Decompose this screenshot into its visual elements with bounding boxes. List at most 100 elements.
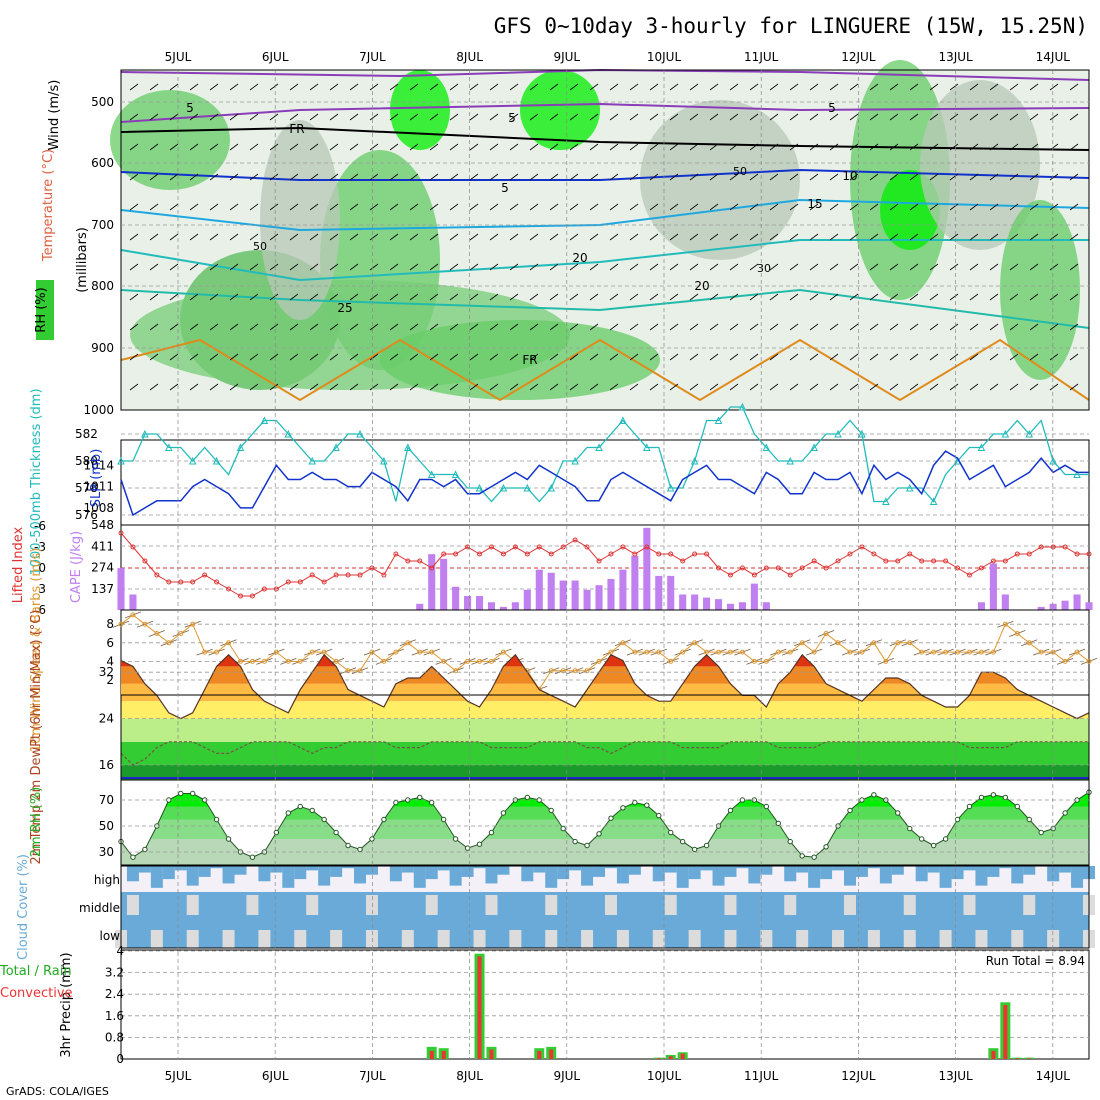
precip-tick: 1.6 (105, 1009, 124, 1023)
wind-barb (749, 203, 759, 211)
cloud-high-cell (1023, 866, 1036, 875)
lifted-point (668, 551, 674, 557)
wind-barb (369, 263, 379, 271)
wind-barb (369, 323, 379, 331)
cloud-low-gap (832, 930, 845, 948)
temp-band (121, 718, 1089, 742)
lifted-point (1038, 544, 1044, 550)
cape-tick: 411 (91, 539, 114, 553)
wind-barb (809, 203, 819, 211)
wind-barb (149, 323, 159, 331)
pressure-tick: 500 (91, 95, 114, 109)
wind-barb (629, 83, 639, 91)
cloud-low-gap (796, 930, 809, 948)
vertical-gridlines (177, 70, 1054, 1059)
temperature-axis-label: Temperature (°C) (41, 149, 56, 262)
wind-barb (689, 233, 699, 241)
wind-barb (529, 293, 539, 301)
thickness-point (619, 416, 627, 424)
wind-barb (549, 113, 559, 121)
wind-barb (329, 353, 339, 361)
run-total-label: Run Total = 8.94 (986, 954, 1085, 968)
pressure-tick: 800 (91, 279, 114, 293)
wind-barb (569, 323, 579, 331)
wind-point (680, 649, 686, 655)
wind-barb (349, 353, 359, 361)
wind-tick: 8 (106, 617, 114, 631)
wind-barb (729, 263, 739, 271)
wind-barb (569, 143, 579, 151)
thickness-point (427, 470, 436, 478)
rh-point (190, 790, 196, 797)
wind-barb (969, 233, 979, 241)
wind-barb (729, 113, 739, 121)
thickness-point (308, 456, 317, 465)
wind-barb (409, 263, 419, 271)
wind-barb (469, 203, 479, 211)
cloud-high-cell (569, 866, 582, 871)
cape-bar (117, 568, 125, 610)
wind-barb (849, 143, 859, 151)
cloud-low-gap (186, 930, 199, 948)
rh-point (273, 829, 280, 836)
wind-barb (569, 263, 579, 271)
rh-point (954, 816, 961, 823)
cloud-low-gap (222, 930, 235, 948)
wind-barb (249, 293, 259, 301)
thickness-point (475, 483, 484, 492)
cape-bar (989, 563, 997, 610)
wind-barb (949, 353, 959, 361)
wind-barb (669, 203, 679, 211)
wind-barb (1069, 83, 1079, 91)
cloud-high-cell (449, 866, 462, 886)
cloud-mid-gap (843, 895, 856, 915)
wind-barb (889, 203, 899, 211)
wind-barb (589, 83, 599, 91)
wind-barb (489, 233, 499, 241)
wind-barb (509, 263, 519, 271)
lifted-series (120, 532, 1089, 597)
wind-point (429, 649, 435, 655)
wind-point (1038, 649, 1044, 655)
wind-barb (829, 173, 839, 181)
wind-barb (369, 143, 379, 151)
wind-barb (389, 353, 399, 361)
wind-barb (409, 173, 419, 181)
rh-tick: 50 (99, 819, 114, 833)
wind-barb (469, 263, 479, 271)
upper-air-frame (120, 69, 1090, 411)
cape-bar (679, 594, 687, 610)
wind-barb (769, 143, 779, 151)
date-label-top: 10JUL (647, 50, 682, 64)
cloud-high-cell (210, 866, 223, 869)
wind-barb (869, 263, 879, 271)
wind-barb (229, 203, 239, 211)
wind-barb (189, 323, 199, 331)
wind-barb (289, 113, 299, 121)
rh-point (907, 825, 913, 832)
wind-barb (329, 203, 339, 211)
wind-barb (809, 353, 819, 361)
wind-barb (969, 83, 979, 91)
wind-barb (329, 293, 339, 301)
wind-barb (729, 383, 739, 391)
wind-barb (589, 143, 599, 151)
rh-point (787, 838, 793, 845)
wind-barb (989, 383, 999, 391)
wind-barb (1029, 323, 1039, 331)
wind-barb (609, 323, 619, 331)
cloud-high-cell (891, 866, 904, 875)
thickness-point (810, 443, 818, 451)
wind-barb (309, 173, 319, 181)
wind-barb (749, 383, 759, 391)
wind-barb (849, 293, 859, 301)
wind-point (931, 649, 937, 655)
wind-barb (509, 233, 519, 241)
wind-barb (389, 83, 399, 91)
wind-barb (569, 173, 579, 181)
cloud-high-cell (354, 866, 367, 884)
wind-barb (369, 353, 379, 361)
date-label-bottom: 6JUL (262, 1069, 289, 1083)
lifted-point (393, 551, 399, 557)
temp-tick: 24 (99, 712, 114, 726)
